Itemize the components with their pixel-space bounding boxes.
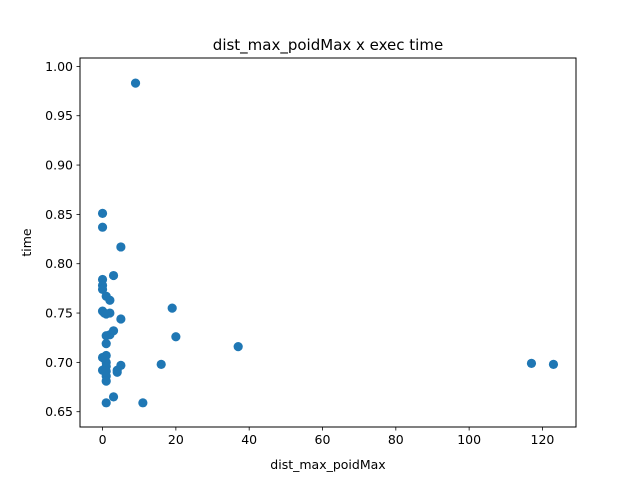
x-tick-label: 40 [241, 432, 257, 447]
plot-area [80, 58, 576, 427]
chart-title: dist_max_poidMax x exec time [213, 36, 443, 55]
data-point [171, 332, 181, 342]
y-tick-label: 0.70 [45, 355, 73, 370]
data-point [97, 208, 108, 218]
data-point [105, 295, 115, 305]
data-point [116, 314, 126, 324]
x-axis-label: dist_max_poidMax [270, 457, 385, 472]
data-point [101, 376, 111, 386]
data-point [108, 270, 119, 281]
ticks-layer: 0 20 40 60 80 100 120 0.65 0.70 0.75 0.80 0.85 0.90 0… [45, 59, 554, 447]
y-axis-label: time [19, 228, 34, 257]
data-point [97, 222, 108, 232]
data-point [548, 359, 559, 369]
plot-frame [79, 57, 577, 428]
y-tick-label: 0.75 [45, 306, 73, 321]
data-point [116, 242, 126, 252]
data-point [167, 303, 177, 313]
y-tick-label: 0.95 [45, 108, 73, 123]
data-point [138, 398, 148, 408]
x-tick-label: 100 [457, 432, 481, 447]
y-tick-label: 0.90 [45, 158, 73, 173]
data-point [130, 78, 141, 88]
data-point [101, 339, 111, 349]
x-tick-label: 80 [388, 432, 404, 447]
x-tick-label: 60 [315, 432, 331, 447]
data-point [156, 359, 166, 369]
data-point [101, 331, 111, 341]
y-tick-label: 0.65 [45, 404, 73, 419]
data-point [108, 392, 119, 402]
data-point [112, 367, 122, 377]
x-tick-label: 20 [168, 432, 184, 447]
y-tick-label: 0.85 [45, 207, 73, 222]
data-point [97, 284, 108, 294]
points-layer [97, 78, 559, 408]
data-point [526, 358, 537, 368]
x-tick-label: 0 [99, 432, 107, 447]
y-tick-label: 1.00 [45, 59, 73, 74]
y-tick-label: 0.80 [45, 256, 73, 271]
data-point [101, 309, 111, 319]
data-point [101, 398, 111, 408]
x-tick-label: 120 [531, 432, 555, 447]
data-point [233, 341, 243, 352]
